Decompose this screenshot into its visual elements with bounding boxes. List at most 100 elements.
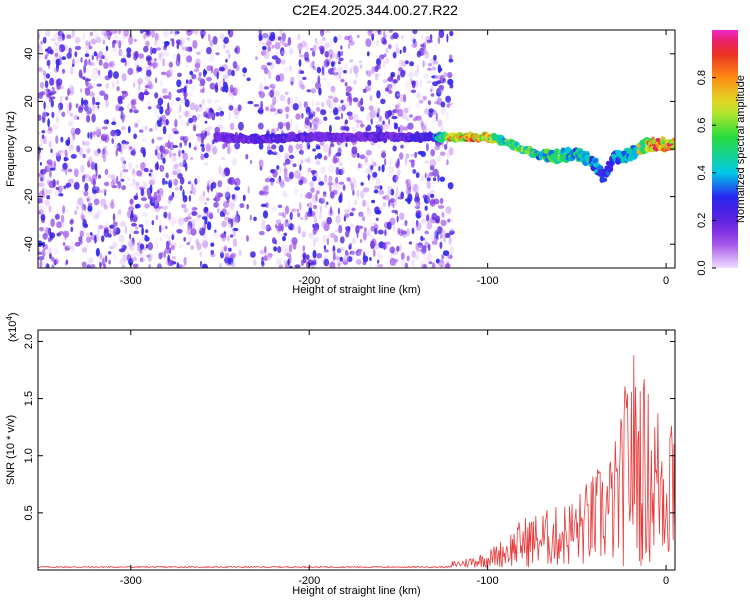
noise-speckle [328, 95, 334, 99]
noise-speckle [283, 168, 288, 174]
noise-speckle [67, 243, 71, 248]
noise-speckle [284, 152, 290, 161]
noise-speckle [159, 164, 165, 172]
noise-speckle [51, 86, 55, 91]
noise-speckle [262, 191, 269, 195]
noise-speckle [412, 30, 418, 35]
noise-speckle [214, 85, 219, 93]
noise-speckle [174, 163, 179, 170]
noise-speckle [148, 179, 156, 186]
noise-speckle [74, 127, 81, 135]
noise-speckle [41, 249, 46, 258]
noise-speckle [301, 231, 306, 238]
noise-speckle [133, 109, 139, 114]
noise-speckle [171, 38, 175, 47]
noise-speckle [400, 69, 406, 78]
noise-speckle [411, 250, 416, 258]
noise-speckle [133, 251, 140, 257]
noise-speckle [302, 76, 307, 81]
noise-speckle [162, 57, 165, 67]
noise-speckle [253, 216, 257, 222]
noise-speckle [376, 111, 380, 118]
noise-speckle [126, 47, 132, 54]
noise-speckle [161, 88, 168, 94]
noise-speckle [191, 74, 197, 80]
noise-speckle [268, 35, 276, 41]
noise-speckle [197, 76, 202, 82]
noise-speckle [194, 178, 198, 185]
noise-speckle [442, 250, 450, 256]
noise-speckle [334, 256, 341, 261]
noise-speckle [415, 222, 422, 231]
noise-speckle [99, 252, 103, 260]
noise-speckle [261, 50, 267, 56]
noise-speckle [164, 142, 169, 148]
noise-speckle [308, 232, 314, 239]
noise-speckle [171, 164, 178, 173]
noise-speckle [349, 66, 352, 75]
noise-speckle [258, 90, 262, 95]
noise-speckle [346, 96, 353, 103]
noise-speckle [120, 58, 127, 63]
noise-speckle [347, 34, 353, 43]
noise-speckle [66, 208, 69, 214]
noise-speckle [330, 54, 333, 59]
noise-speckle [366, 51, 370, 57]
noise-speckle [39, 226, 44, 232]
noise-speckle [55, 116, 60, 124]
noise-speckle [331, 67, 337, 71]
noise-speckle [39, 260, 43, 268]
noise-speckle [306, 203, 310, 207]
noise-speckle [148, 62, 153, 67]
noise-speckle [404, 220, 408, 227]
noise-speckle [128, 162, 133, 170]
noise-speckle [59, 70, 64, 76]
noise-speckle [41, 91, 46, 95]
noise-speckle [307, 126, 314, 133]
noise-speckle [298, 69, 302, 75]
noise-speckle [373, 189, 379, 194]
noise-speckle [367, 30, 372, 36]
noise-speckle [209, 40, 214, 48]
noise-speckle [173, 130, 179, 135]
noise-speckle [383, 194, 390, 201]
noise-speckle [165, 134, 171, 139]
noise-speckle [51, 111, 55, 119]
noise-speckle [70, 66, 74, 75]
noise-speckle [337, 66, 343, 74]
noise-speckle [405, 116, 410, 122]
noise-speckle [277, 36, 282, 41]
noise-speckle [157, 188, 164, 197]
noise-speckle [104, 255, 108, 263]
noise-speckle [155, 40, 161, 49]
noise-speckle [388, 254, 393, 260]
noise-speckle [61, 220, 65, 228]
noise-speckle [257, 109, 264, 114]
noise-speckle [349, 179, 353, 187]
noise-speckle [411, 219, 415, 228]
noise-speckle [223, 44, 226, 49]
noise-speckle [91, 113, 96, 123]
noise-speckle [131, 99, 137, 106]
noise-speckle [250, 159, 253, 165]
noise-speckle [53, 258, 59, 265]
noise-speckle [216, 71, 219, 80]
noise-speckle [191, 115, 197, 123]
noise-speckle [219, 211, 225, 217]
noise-speckle [162, 125, 167, 135]
noise-speckle [340, 78, 345, 83]
noise-speckle [311, 50, 316, 57]
noise-speckle [415, 201, 421, 207]
noise-speckle [366, 113, 372, 122]
y-multiplier-exponent: 4 [5, 316, 14, 321]
noise-speckle [359, 239, 363, 243]
x-tick-label: -100 [477, 575, 499, 587]
noise-speckle [432, 168, 439, 177]
noise-speckle [434, 226, 439, 233]
noise-speckle [334, 73, 341, 81]
noise-speckle [365, 70, 368, 75]
noise-speckle [140, 147, 146, 154]
noise-speckle [43, 259, 48, 268]
noise-speckle [370, 33, 375, 38]
noise-speckle [96, 227, 101, 234]
